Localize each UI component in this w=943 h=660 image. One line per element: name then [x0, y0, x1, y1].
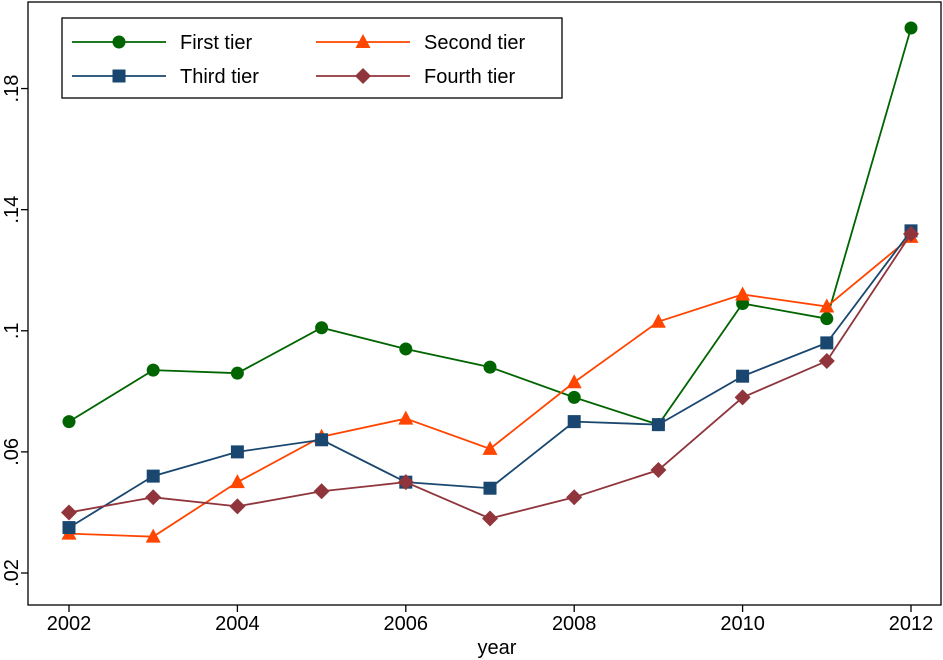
data-point: [62, 415, 76, 429]
y-tick-label: .06: [1, 438, 23, 466]
data-point: [736, 369, 750, 383]
data-point: [650, 313, 666, 328]
data-point: [229, 498, 246, 515]
data-point: [903, 225, 919, 242]
x-tick-label: 2008: [552, 613, 597, 635]
legend-marker: [112, 69, 126, 83]
y-axis: .02 .06 .1 .14 .18: [1, 75, 28, 587]
legend-marker: [112, 35, 126, 49]
data-point: [482, 440, 498, 455]
data-point: [146, 363, 160, 377]
legend-marker: [355, 68, 371, 84]
data-point: [735, 286, 751, 301]
data-point: [61, 504, 77, 521]
data-point: [566, 374, 582, 389]
data-point: [315, 433, 329, 447]
data-point: [820, 312, 834, 326]
series-layer: [61, 21, 919, 543]
x-tick-label: 2004: [215, 613, 260, 635]
legend-label: First tier: [180, 32, 253, 54]
legend-item: Third tier: [72, 66, 259, 88]
data-point: [397, 474, 414, 491]
y-tick-label: .18: [1, 75, 23, 103]
legend-label: Third tier: [180, 66, 259, 88]
legend-item: First tier: [72, 32, 253, 54]
legend-item: Second tier: [316, 32, 526, 54]
legend-label: Second tier: [424, 32, 526, 54]
data-point: [483, 481, 497, 495]
data-point: [567, 390, 581, 404]
data-point: [820, 336, 834, 350]
y-tick-label: .02: [1, 559, 23, 587]
legend-label: Fourth tier: [424, 66, 515, 88]
y-tick-label: .14: [1, 196, 23, 224]
data-point: [145, 489, 162, 506]
data-point: [230, 366, 244, 380]
data-point: [62, 521, 76, 535]
data-point: [819, 298, 835, 313]
x-tick-label: 2010: [720, 613, 765, 635]
plot-frame: [27, 1, 942, 606]
data-point: [650, 462, 667, 479]
legend-marker: [355, 34, 371, 48]
x-axis-title: year: [478, 637, 517, 659]
legend-box: [61, 17, 563, 99]
data-point: [904, 21, 918, 35]
data-point: [818, 353, 835, 370]
series-4: [61, 225, 919, 527]
data-point: [315, 321, 329, 335]
legend: First tier Second tier Third tier Fourth ti…: [61, 17, 563, 99]
data-point: [651, 418, 665, 432]
data-point: [146, 469, 160, 483]
data-point: [399, 342, 413, 356]
data-point: [567, 415, 581, 429]
x-tick-label: 2002: [47, 613, 92, 635]
y-tick-label: .1: [1, 322, 23, 339]
data-point: [230, 445, 244, 459]
x-tick-label: 2012: [889, 613, 934, 635]
data-point: [145, 528, 161, 543]
data-point: [734, 389, 751, 406]
data-point: [229, 474, 245, 489]
data-point: [482, 510, 498, 527]
x-tick-label: 2006: [384, 613, 429, 635]
legend-item: Fourth tier: [316, 66, 515, 88]
data-point: [566, 489, 583, 506]
x-axis: 2002 2004 2006 2008 2010 2012: [47, 605, 934, 635]
data-point: [483, 360, 497, 374]
data-point: [313, 483, 330, 500]
data-point: [398, 410, 414, 425]
